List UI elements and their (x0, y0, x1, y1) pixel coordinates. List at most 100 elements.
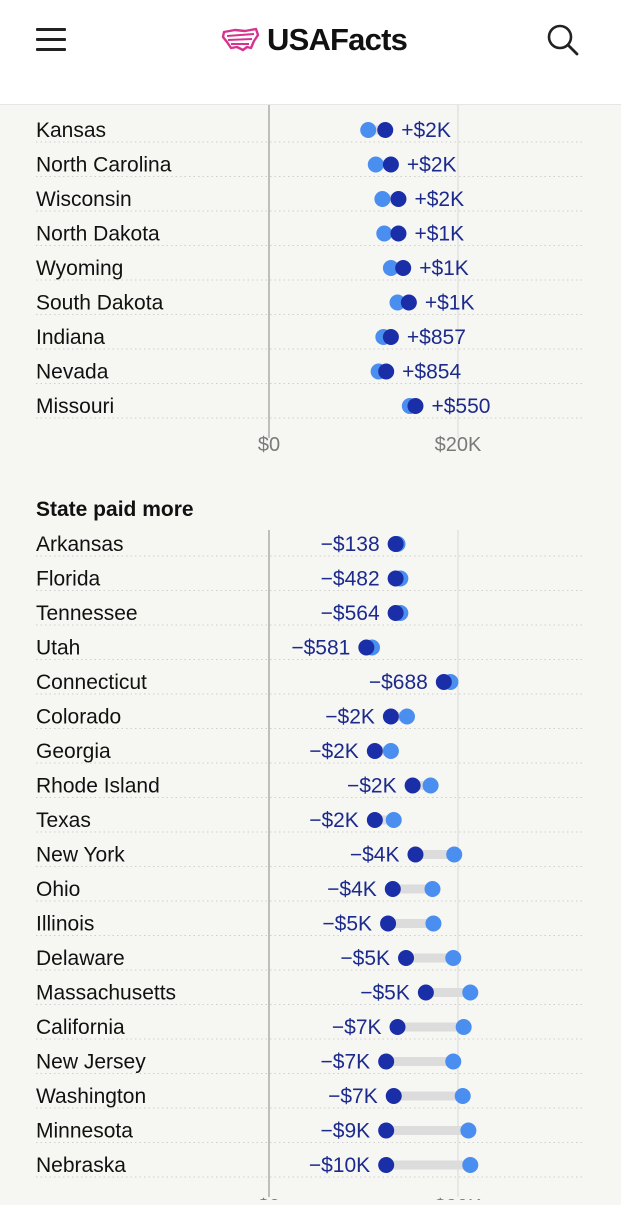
state-label: Illinois (36, 913, 94, 936)
dot-light (382, 260, 399, 276)
dot-light (360, 122, 377, 138)
difference-label: −$10K (309, 1154, 370, 1177)
dot-dark (404, 777, 421, 794)
difference-label: +$854 (402, 361, 461, 384)
state-label: Connecticut (36, 671, 147, 694)
state-label: California (36, 1016, 125, 1039)
dot-light (460, 1122, 477, 1139)
difference-label: −$688 (369, 671, 428, 694)
difference-label: −$5K (360, 982, 410, 1005)
state-label: Florida (36, 568, 101, 591)
state-label: Georgia (36, 740, 111, 763)
difference-label: +$1K (414, 223, 464, 246)
dot-light (389, 294, 406, 311)
axis-tick-label: $0 (258, 1196, 280, 1200)
dot-dark (387, 570, 404, 587)
state-label: Minnesota (36, 1120, 133, 1143)
state-label: Kansas (36, 119, 106, 142)
dot-dark (390, 191, 407, 207)
difference-label: +$1K (425, 292, 475, 315)
state-label: Nebraska (36, 1154, 126, 1177)
axis-tick-label: $20K (435, 1196, 482, 1200)
dot-dark (378, 363, 395, 380)
state-label: North Carolina (36, 154, 172, 177)
dot-light (398, 708, 415, 725)
difference-label: +$1K (419, 257, 469, 280)
dot-dark (377, 122, 394, 138)
state-label: Colorado (36, 706, 121, 729)
axis-tick-label: $20K (435, 434, 482, 456)
difference-label: −$581 (291, 637, 350, 660)
search-icon[interactable] (545, 22, 581, 58)
difference-label: −$7K (328, 1085, 378, 1108)
difference-label: −$4K (327, 878, 377, 901)
dot-light (382, 743, 399, 759)
dot-light (446, 846, 463, 863)
dot-dark (417, 984, 434, 1001)
state-label: Missouri (36, 395, 114, 418)
dot-light (462, 1157, 479, 1173)
dot-dark (407, 846, 424, 863)
dot-dark (389, 1019, 406, 1035)
axis-tick-label: $0 (258, 434, 280, 456)
dot-light (374, 191, 391, 207)
dot-dark (378, 1122, 395, 1139)
brand-logo[interactable]: USAFacts (221, 20, 408, 60)
dot-light (385, 812, 402, 828)
difference-label: −$2K (347, 775, 397, 798)
dot-dark (378, 1157, 395, 1173)
state-label: Delaware (36, 947, 125, 970)
state-label: Wyoming (36, 257, 123, 280)
difference-label: −$2K (309, 740, 359, 763)
difference-label: −$564 (321, 602, 380, 625)
dot-dark (387, 605, 404, 621)
state-label: Texas (36, 809, 91, 832)
dot-dark (400, 294, 417, 311)
dot-dark (366, 812, 383, 828)
hamburger-menu-icon[interactable] (36, 26, 66, 52)
dot-dark (390, 225, 407, 242)
difference-label: +$2K (407, 154, 457, 177)
dot-light (367, 156, 384, 173)
state-label: Nevada (36, 361, 109, 384)
state-label: New Jersey (36, 1051, 146, 1074)
dot-light (455, 1019, 472, 1035)
difference-label: −$9K (321, 1120, 371, 1143)
dot-light (376, 225, 393, 242)
state-label: Rhode Island (36, 775, 160, 798)
dot-light (462, 984, 479, 1001)
difference-label: +$2K (401, 119, 451, 142)
difference-label: −$2K (309, 809, 359, 832)
brand-name: USAFacts (267, 22, 408, 57)
dot-dark (382, 708, 399, 725)
difference-label: −$138 (321, 533, 380, 556)
dot-dark (378, 1053, 395, 1070)
dot-light (445, 950, 462, 966)
state-label: Massachusetts (36, 982, 176, 1005)
dot-dark (398, 950, 415, 966)
usa-flag-map-logo-icon (221, 27, 260, 52)
difference-label: −$4K (350, 844, 400, 867)
dot-dark (382, 156, 399, 173)
dot-light (454, 1088, 471, 1104)
dot-light (424, 881, 441, 897)
dot-light (422, 777, 439, 794)
difference-label: +$550 (431, 395, 490, 418)
state-label: Indiana (36, 326, 105, 349)
dot-dark (435, 674, 452, 690)
dot-dark (395, 260, 412, 276)
section-title: State paid more (36, 498, 194, 521)
state-label: Ohio (36, 878, 80, 901)
state-label: Arkansas (36, 533, 124, 556)
difference-label: −$2K (325, 706, 375, 729)
difference-label: +$857 (407, 326, 466, 349)
state-label: Tennessee (36, 602, 138, 625)
difference-label: −$7K (321, 1051, 371, 1074)
dot-dark (366, 743, 383, 759)
dot-dark (380, 915, 397, 932)
state-label: New York (36, 844, 125, 867)
dot-light (425, 915, 442, 932)
difference-label: −$482 (321, 568, 380, 591)
state-label: Washington (36, 1085, 146, 1108)
